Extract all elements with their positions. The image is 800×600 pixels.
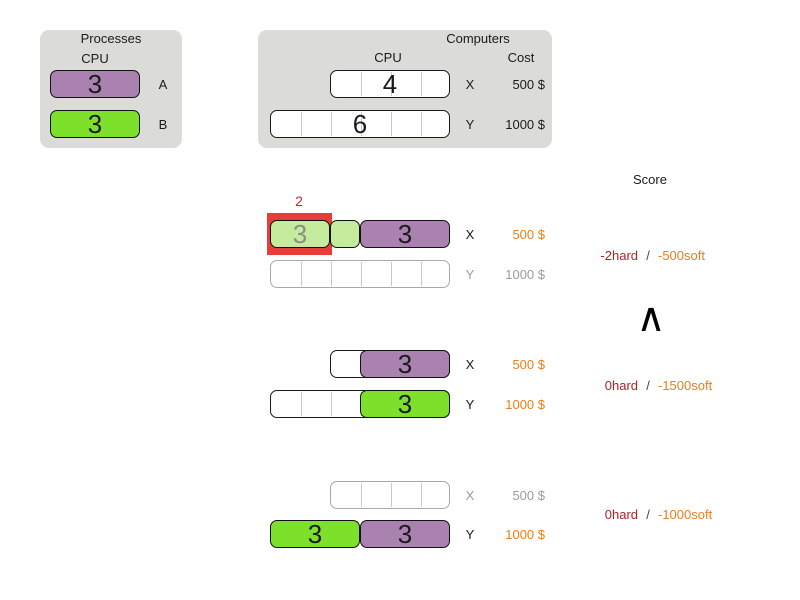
computer-y-label: Y: [465, 117, 475, 132]
solution1-hard-score: -2hard: [600, 248, 638, 263]
process-b-bar: 3: [50, 108, 140, 139]
cell-divider: [361, 262, 362, 286]
solution1-process-b-value: 3: [292, 218, 308, 249]
score-header: Score: [633, 172, 667, 187]
solution1-y-empty-bar: [270, 260, 450, 288]
solution3-x-empty-bar: [330, 481, 450, 509]
solution3-y-cost: 1000 $: [505, 527, 545, 542]
score-separator: /: [646, 378, 650, 393]
solution3-y-process-b-segment: 3: [270, 518, 360, 549]
process-a-cpu-value: 3: [87, 68, 103, 99]
cell-divider: [391, 483, 392, 507]
solution1-x-process-b-rest-segment: [330, 220, 360, 248]
solution1-y-label: Y: [465, 267, 475, 282]
cell-divider: [391, 72, 392, 96]
solution1-score: -2hard / -500soft: [576, 248, 705, 263]
cell-divider: [361, 112, 362, 136]
processes-panel-title: Processes: [80, 31, 142, 46]
solution2-x-label: X: [465, 357, 475, 372]
solution3-x-label: X: [465, 488, 475, 503]
cell-divider: [391, 262, 392, 286]
cell-divider: [421, 72, 422, 96]
solution2-process-b-value: 3: [397, 388, 413, 419]
solution1-soft-score: -500soft: [658, 248, 705, 263]
solution1-x-process-b-overflow-segment: 3: [270, 218, 330, 249]
solution2-x-process-a-segment: 3: [360, 348, 450, 379]
computer-x-capacity-value: 4: [382, 68, 398, 99]
cell-divider: [331, 262, 332, 286]
solution3-process-a-value: 3: [397, 518, 413, 549]
solution2-x-cost: 500 $: [512, 357, 545, 372]
process-b-cpu-value: 3: [87, 108, 103, 139]
process-a-label: A: [158, 77, 168, 92]
computer-x-capacity-bar: 4: [330, 68, 450, 99]
score-separator: /: [646, 507, 650, 522]
solution1-y-cost: 1000 $: [505, 267, 545, 282]
solution2-score: 0hard / -1500soft: [576, 378, 712, 393]
solution2-y-process-b-segment: 3: [360, 388, 450, 419]
computer-x-label: X: [465, 77, 475, 92]
solution3-process-b-value: 3: [307, 518, 323, 549]
solution3-score: 0hard / -1000soft: [576, 507, 712, 522]
solution3-y-label: Y: [465, 527, 475, 542]
score-separator: /: [646, 248, 650, 263]
cell-divider: [301, 262, 302, 286]
solution3-soft-score: -1000soft: [658, 507, 713, 522]
solution2-process-a-value: 3: [397, 348, 413, 379]
solution3-y-process-a-segment: 3: [360, 518, 450, 549]
solution2-y-cost: 1000 $: [505, 397, 545, 412]
cell-divider: [391, 112, 392, 136]
cell-divider: [421, 262, 422, 286]
overflow-amount-label: 2: [295, 193, 303, 209]
computer-x-cost: 500 $: [512, 77, 545, 92]
solution3-hard-score: 0hard: [604, 507, 638, 522]
solution2-y-label: Y: [465, 397, 475, 412]
cell-divider: [421, 112, 422, 136]
cell-divider: [301, 392, 302, 416]
computers-panel-title: Computers: [446, 31, 510, 46]
solution1-x-label: X: [465, 227, 475, 242]
process-a-bar: 3: [50, 68, 140, 99]
cell-divider: [301, 112, 302, 136]
score-comparator-caret: ∧: [636, 295, 666, 341]
computer-y-capacity-value: 6: [352, 108, 368, 139]
processes-cpu-header: CPU: [81, 51, 109, 66]
cell-divider: [331, 392, 332, 416]
cell-divider: [331, 112, 332, 136]
solution1-x-cost: 500 $: [512, 227, 545, 242]
computer-y-capacity-bar: 6: [270, 108, 450, 139]
solution1-process-a-value: 3: [397, 218, 413, 249]
computer-y-cost: 1000 $: [505, 117, 545, 132]
cell-divider: [361, 483, 362, 507]
cell-divider: [361, 72, 362, 96]
cell-divider: [421, 483, 422, 507]
computers-cpu-header: CPU: [374, 50, 402, 65]
computers-cost-header: Cost: [507, 50, 535, 65]
solution2-hard-score: 0hard: [604, 378, 638, 393]
process-b-label: B: [158, 117, 168, 132]
solution2-soft-score: -1500soft: [658, 378, 713, 393]
solution3-x-cost: 500 $: [512, 488, 545, 503]
solution1-x-process-a-segment: 3: [360, 218, 450, 249]
